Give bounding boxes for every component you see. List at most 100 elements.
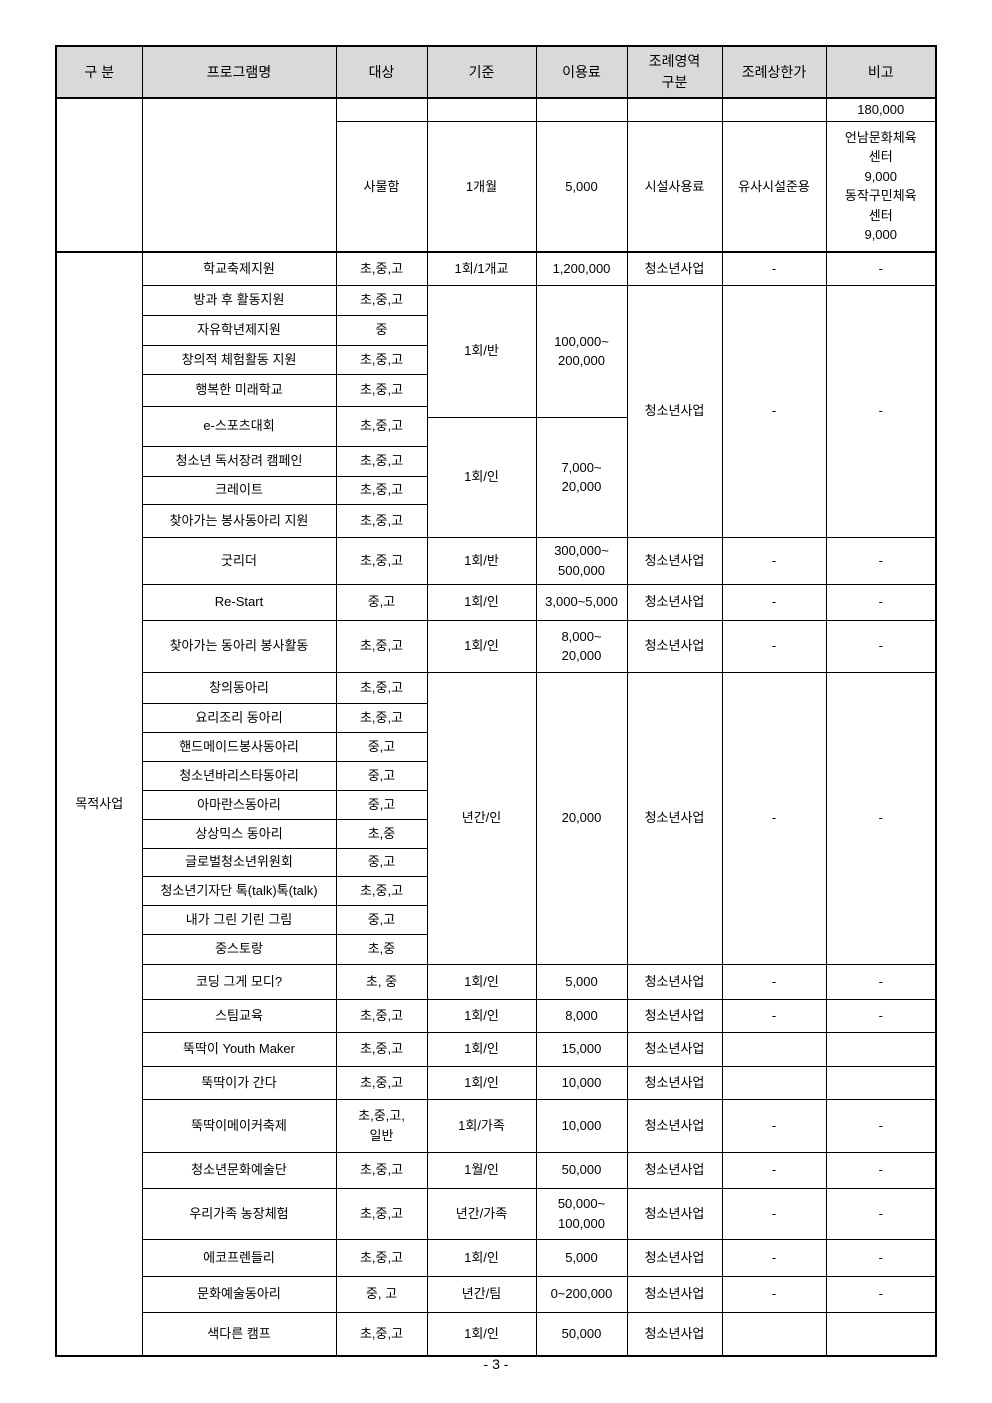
table-row: 글로벌청소년위원회 중,고 — [56, 847, 936, 877]
cell-target: 중,고 — [335, 760, 428, 791]
cell-program: 찾아가는 봉사동아리 지원 — [141, 503, 337, 538]
cell-note: - — [825, 1098, 937, 1153]
cell-fee: 50,000~ 100,000 — [535, 1187, 628, 1240]
cell-program: 코딩 그게 모디? — [141, 963, 337, 1000]
cell-basis: 1회/1개교 — [426, 251, 537, 286]
cell-area: 청소년사업 — [626, 284, 723, 538]
cell-target: 초,중,고 — [335, 344, 428, 375]
table-row: 색다른 캠프 초,중,고 1회/인 50,000 청소년사업 — [56, 1311, 937, 1357]
cell-cap: - — [721, 1238, 827, 1277]
cell-fee: 1,200,000 — [535, 251, 628, 286]
cell-fee: 5,000 — [535, 120, 628, 253]
cell-basis: 년간/인 — [426, 671, 537, 965]
cell-target: 초,중,고 — [335, 445, 428, 477]
cell-basis: 1월/인 — [426, 1151, 537, 1189]
cell-basis: 1회/인 — [426, 583, 537, 621]
cell-note: - — [825, 284, 937, 538]
cell-program — [141, 97, 337, 253]
table-row: 자유학년제지원 중 — [56, 314, 936, 346]
header-cell-program: 프로그램명 — [141, 45, 337, 99]
cell-program: 청소년 독서장려 캠페인 — [141, 445, 337, 477]
cell-target: 초,중,고 — [335, 475, 428, 505]
header-cell-cap: 조례상한가 — [721, 45, 827, 99]
cell-note: - — [825, 536, 937, 585]
cell-note: - — [825, 1275, 937, 1313]
table-row: 핸드메이드봉사동아리 중,고 — [56, 731, 936, 762]
cell-area: 청소년사업 — [626, 251, 723, 286]
program-fee-table: 구 분 프로그램명 대상 기준 이용료 조례영역 구분 조례상한가 비고 180… — [55, 45, 937, 1357]
cell-area: 청소년사업 — [626, 1187, 723, 1240]
cell-area: 청소년사업 — [626, 1098, 723, 1153]
cell-cap: - — [721, 536, 827, 585]
cell-target: 초,중,고 — [335, 1065, 428, 1100]
cell-area: 시설사용료 — [626, 120, 723, 253]
table-row: 문화예술동아리 중, 고 년간/팀 0~200,000 청소년사업 - - — [56, 1275, 937, 1313]
cell-cap: - — [721, 1098, 827, 1153]
cell-program: 창의적 체험활동 지원 — [141, 344, 337, 375]
cell-basis: 1회/인 — [426, 1065, 537, 1100]
cell-note: 180,000 — [825, 97, 937, 122]
table-row: 1회/인 7,000~ 20,000 — [56, 416, 936, 538]
cell-fee: 8,000 — [535, 998, 628, 1033]
cell-note: - — [825, 671, 937, 965]
cell-note: - — [825, 1238, 937, 1277]
cell-fee: 100,000~ 200,000 — [535, 284, 628, 418]
cell-gubun: 목적사업 — [55, 251, 143, 1357]
table-row: 상상믹스 동아리 초,중 — [56, 818, 936, 849]
cell-program: 뚝딱이메이커축제 — [141, 1098, 337, 1153]
cell-program: 굿리더 — [141, 536, 337, 585]
table-row: 180,000 — [55, 97, 937, 253]
cell-program: 청소년바리스타동아리 — [141, 760, 337, 791]
table-row: 청소년 독서장려 캠페인 초,중,고 — [56, 445, 936, 477]
cell-note: - — [825, 998, 937, 1033]
cell-cap: - — [721, 998, 827, 1033]
cell-target: 초,중,고 — [335, 1311, 428, 1357]
table-row: 창의동아리 초,중,고 년간/인 20,000 청소년사업 - - — [56, 671, 937, 965]
cell-target: 초,중,고 — [335, 702, 428, 733]
cell-fee: 5,000 — [535, 1238, 628, 1277]
table-row: 에코프렌들리 초,중,고 1회/인 5,000 청소년사업 - - — [56, 1238, 937, 1277]
cell-basis: 1회/인 — [426, 416, 537, 538]
table-row: 굿리더 초,중,고 1회/반 300,000~ 500,000 청소년사업 - … — [56, 536, 937, 585]
cell-cap — [721, 1311, 827, 1357]
header-cell-note: 비고 — [825, 45, 937, 99]
cell-target: 초, 중 — [335, 963, 428, 1000]
table-row: 사물함 1개월 5,000 시설사용료 유사시설준용 언남문화체육 센터 9,0… — [56, 120, 937, 253]
cell-fee: 20,000 — [535, 671, 628, 965]
cell-target: 중 — [335, 314, 428, 346]
cell-cap: - — [721, 963, 827, 1000]
cell-target — [335, 97, 428, 122]
cell-program: Re-Start — [141, 583, 337, 621]
header-cell-basis: 기준 — [426, 45, 537, 99]
cell-cap: - — [721, 583, 827, 621]
cell-target: 초,중,고 — [335, 503, 428, 538]
cell-program: 청소년기자단 톡(talk)톡(talk) — [141, 875, 337, 906]
cell-program: 색다른 캠프 — [141, 1311, 337, 1357]
cell-program: 내가 그린 기린 그림 — [141, 904, 337, 935]
cell-fee: 7,000~ 20,000 — [535, 416, 628, 538]
cell-program: 청소년문화예술단 — [141, 1151, 337, 1189]
cell-basis — [426, 97, 537, 122]
cell-note: - — [825, 1151, 937, 1189]
cell-target: 중,고 — [335, 847, 428, 877]
header-row: 구 분 프로그램명 대상 기준 이용료 조례영역 구분 조례상한가 비고 — [55, 45, 937, 99]
cell-area: 청소년사업 — [626, 963, 723, 1000]
cell-basis: 1회/반 — [426, 536, 537, 585]
cell-program: 글로벌청소년위원회 — [141, 847, 337, 877]
cell-area: 청소년사업 — [626, 1311, 723, 1357]
table-row: 뚝딱이가 간다 초,중,고 1회/인 10,000 청소년사업 — [56, 1065, 937, 1100]
cell-basis: 1회/반 — [426, 284, 537, 418]
cell-area: 청소년사업 — [626, 1065, 723, 1100]
cell-program: 상상믹스 동아리 — [141, 818, 337, 849]
cell-cap: - — [721, 284, 827, 538]
cell-target: 초,중,고 — [335, 1238, 428, 1277]
cell-target: 초,중,고 — [335, 373, 428, 407]
table-row: 크레이트 초,중,고 — [56, 475, 936, 505]
cell-cap: - — [721, 1151, 827, 1189]
cell-target: 초,중 — [335, 933, 428, 965]
cell-target: 초,중,고 — [335, 405, 428, 447]
cell-program: 뚝딱이가 간다 — [141, 1065, 337, 1100]
cell-basis: 1회/인 — [426, 1311, 537, 1357]
cell-target: 초,중,고, 일반 — [335, 1098, 428, 1153]
header-cell-area: 조례영역 구분 — [626, 45, 723, 99]
